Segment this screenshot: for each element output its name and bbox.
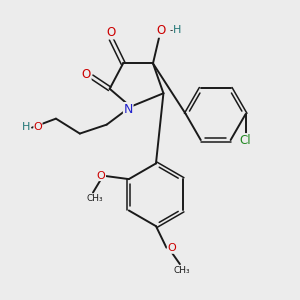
Text: H: H [173,25,182,35]
Text: –: – [169,25,174,35]
Text: CH₃: CH₃ [173,266,190,274]
Text: O: O [34,122,42,132]
Text: O: O [167,243,176,253]
Text: O: O [157,24,166,37]
Text: N: N [124,103,133,116]
Text: O: O [82,68,91,81]
Text: Cl: Cl [240,134,251,147]
Text: O: O [106,26,115,39]
Text: H: H [22,122,31,132]
Text: CH₃: CH₃ [86,194,103,203]
Text: O: O [97,170,105,181]
